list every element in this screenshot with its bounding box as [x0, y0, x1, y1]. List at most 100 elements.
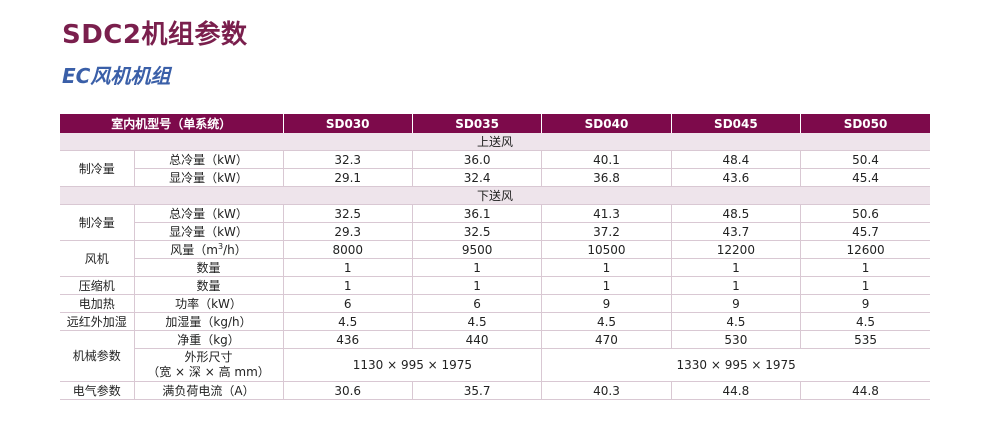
cell: 29.3: [283, 222, 413, 241]
cell: 4.5: [412, 312, 543, 331]
cell: 1: [800, 258, 930, 277]
section-row-down: 下送风: [60, 186, 930, 205]
cell: 4.5: [541, 312, 672, 331]
cell: 12600: [800, 240, 930, 259]
header-model-label: 室内机型号（单系统）: [60, 114, 284, 133]
cell: 32.4: [412, 168, 543, 187]
row-label: 数量: [134, 258, 284, 277]
cell: 44.8: [671, 381, 802, 400]
cell: 29.1: [283, 168, 413, 187]
table-row: 显冷量（kW） 29.3 32.5 37.2 43.7 45.7: [60, 222, 930, 241]
cell: 530: [671, 330, 802, 349]
table-row: 制冷量 总冷量（kW） 32.5 36.1 41.3 48.5 50.6: [60, 204, 930, 241]
section-label-up: 上送风: [60, 133, 930, 151]
table-row: 压缩机 数量 1 1 1 1 1: [60, 276, 930, 295]
category-mechanical: 机械参数: [60, 330, 135, 382]
row-label: 显冷量（kW）: [134, 168, 284, 187]
cell: 9: [541, 294, 672, 313]
cell: 43.7: [671, 222, 802, 241]
cell: 32.3: [283, 150, 413, 169]
cell: 50.4: [800, 150, 930, 169]
page-subtitle: EC风机机组: [62, 64, 171, 88]
table-row: 风机 风量（m3/h） 8000 9500 10500 12200 12600: [60, 240, 930, 277]
header-row: 室内机型号（单系统） SD030 SD035 SD040 SD045 SD050: [60, 114, 930, 133]
table-row: 数量 1 1 1 1 1: [60, 258, 930, 277]
cell: 4.5: [671, 312, 802, 331]
table-row: 电加热 功率（kW） 6 6 9 9 9: [60, 294, 930, 313]
cell: 436: [283, 330, 413, 349]
dimensions-label-line1: 外形尺寸: [184, 350, 233, 364]
row-label: 净重（kg）: [134, 330, 284, 349]
table-row: 显冷量（kW） 29.1 32.4 36.8 43.6 45.4: [60, 168, 930, 187]
page-title: SDC2机组参数: [62, 20, 248, 50]
spec-table: 室内机型号（单系统） SD030 SD035 SD040 SD045 SD050…: [60, 114, 930, 400]
cell: 37.2: [541, 222, 672, 241]
cell: 1: [541, 258, 672, 277]
cell: 35.7: [412, 381, 543, 400]
cell: 1: [412, 276, 543, 295]
cell: 6: [412, 294, 543, 313]
cell: 9: [800, 294, 930, 313]
cell-dimensions-small: 1130 × 995 × 1975: [283, 348, 543, 382]
cell: 50.6: [800, 204, 930, 223]
cell: 6: [283, 294, 413, 313]
header-model-3: SD040: [541, 114, 672, 133]
section-row-up: 上送风: [60, 133, 930, 151]
row-label: 显冷量（kW）: [134, 222, 284, 241]
row-label: 总冷量（kW）: [134, 204, 284, 223]
table-row: 外形尺寸 （宽 × 深 × 高 mm） 1130 × 995 × 1975 13…: [60, 348, 930, 382]
row-label-dimensions: 外形尺寸 （宽 × 深 × 高 mm）: [134, 348, 284, 382]
cell: 41.3: [541, 204, 672, 223]
cell: 43.6: [671, 168, 802, 187]
cell: 32.5: [283, 204, 413, 223]
header-model-5: SD050: [800, 114, 930, 133]
cell: 10500: [541, 240, 672, 259]
cell: 45.7: [800, 222, 930, 241]
section-label-down: 下送风: [60, 186, 930, 205]
cell: 1: [800, 276, 930, 295]
cell: 36.8: [541, 168, 672, 187]
cell: 1: [541, 276, 672, 295]
cell: 36.0: [412, 150, 543, 169]
cell: 32.5: [412, 222, 543, 241]
dimensions-label-line2: （宽 × 深 × 高 mm）: [147, 365, 270, 379]
cell: 4.5: [283, 312, 413, 331]
cell: 48.5: [671, 204, 802, 223]
header-model-4: SD045: [671, 114, 802, 133]
row-label: 满负荷电流（A）: [134, 381, 284, 400]
cell: 1: [671, 276, 802, 295]
cell: 470: [541, 330, 672, 349]
header-model-2: SD035: [412, 114, 543, 133]
category-humidifier: 远红外加湿: [60, 312, 135, 331]
cell: 40.1: [541, 150, 672, 169]
row-label-airflow: 风量（m3/h）: [134, 240, 284, 259]
table-row: 机械参数 净重（kg） 436 440 470 530 535: [60, 330, 930, 382]
cell: 44.8: [800, 381, 930, 400]
table-row: 远红外加湿 加湿量（kg/h） 4.5 4.5 4.5 4.5 4.5: [60, 312, 930, 331]
cell: 1: [671, 258, 802, 277]
cell: 45.4: [800, 168, 930, 187]
cell: 9500: [412, 240, 543, 259]
cell: 1: [283, 258, 413, 277]
cell: 1: [283, 276, 413, 295]
header-model-1: SD030: [283, 114, 413, 133]
category-compressor: 压缩机: [60, 276, 135, 295]
table-row: 制冷量 总冷量（kW） 32.3 36.0 40.1 48.4 50.4: [60, 150, 930, 187]
cell: 36.1: [412, 204, 543, 223]
row-label: 功率（kW）: [134, 294, 284, 313]
category-electrical: 电气参数: [60, 381, 135, 400]
cell: 48.4: [671, 150, 802, 169]
cell: 40.3: [541, 381, 672, 400]
row-label: 总冷量（kW）: [134, 150, 284, 169]
cell: 9: [671, 294, 802, 313]
category-cooling-down: 制冷量: [60, 204, 135, 241]
cell: 12200: [671, 240, 802, 259]
cell: 1: [412, 258, 543, 277]
table-row: 电气参数 满负荷电流（A） 30.6 35.7 40.3 44.8 44.8: [60, 381, 930, 400]
category-cooling-up: 制冷量: [60, 150, 135, 187]
cell: 8000: [283, 240, 413, 259]
cell: 4.5: [800, 312, 930, 331]
category-heater: 电加热: [60, 294, 135, 313]
cell: 440: [412, 330, 543, 349]
row-label: 数量: [134, 276, 284, 295]
